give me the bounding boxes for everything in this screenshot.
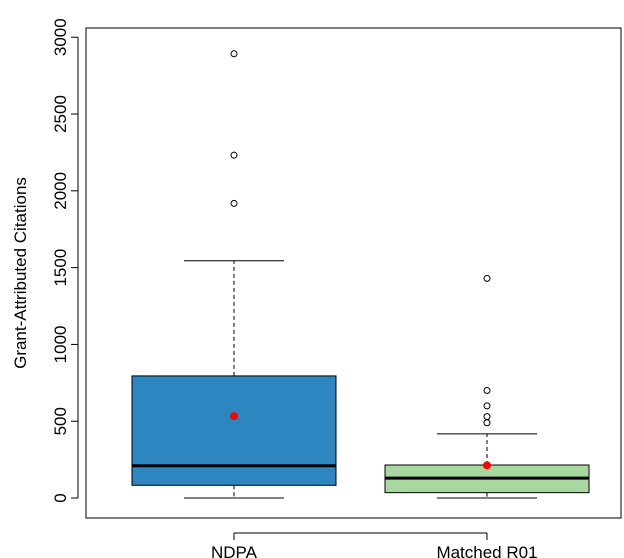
- y-tick-label: 1500: [51, 249, 70, 287]
- x-tick-label: NDPA: [211, 543, 258, 558]
- y-tick-label: 500: [51, 407, 70, 435]
- outlier-point: [483, 387, 491, 395]
- outlier-point: [230, 50, 238, 58]
- y-tick-label: 3000: [51, 18, 70, 56]
- y-tick-label: 1000: [51, 326, 70, 364]
- x-axis: NDPA Matched R01: [211, 532, 538, 558]
- box: [131, 375, 337, 486]
- y-axis-title: Grant-Attributed Citations: [11, 177, 30, 369]
- outlier-point: [483, 274, 491, 282]
- outlier-point: [483, 402, 491, 410]
- outlier-point: [483, 413, 491, 421]
- y-axis: 0 500 1000 1500 2000 2500 3000: [51, 18, 79, 503]
- outlier-point: [230, 151, 238, 159]
- x-tick-label: Matched R01: [436, 543, 537, 558]
- boxes: [131, 50, 590, 499]
- y-tick-label: 2000: [51, 172, 70, 210]
- outlier-point: [230, 199, 238, 207]
- mean-marker: [230, 412, 238, 421]
- y-tick-label: 2500: [51, 95, 70, 133]
- y-tick-label: 0: [51, 493, 70, 502]
- box-group: [131, 50, 337, 499]
- mean-marker: [483, 461, 491, 470]
- outlier-point: [483, 419, 491, 427]
- box-group: [384, 274, 590, 499]
- plot-area-frame: [85, 27, 622, 519]
